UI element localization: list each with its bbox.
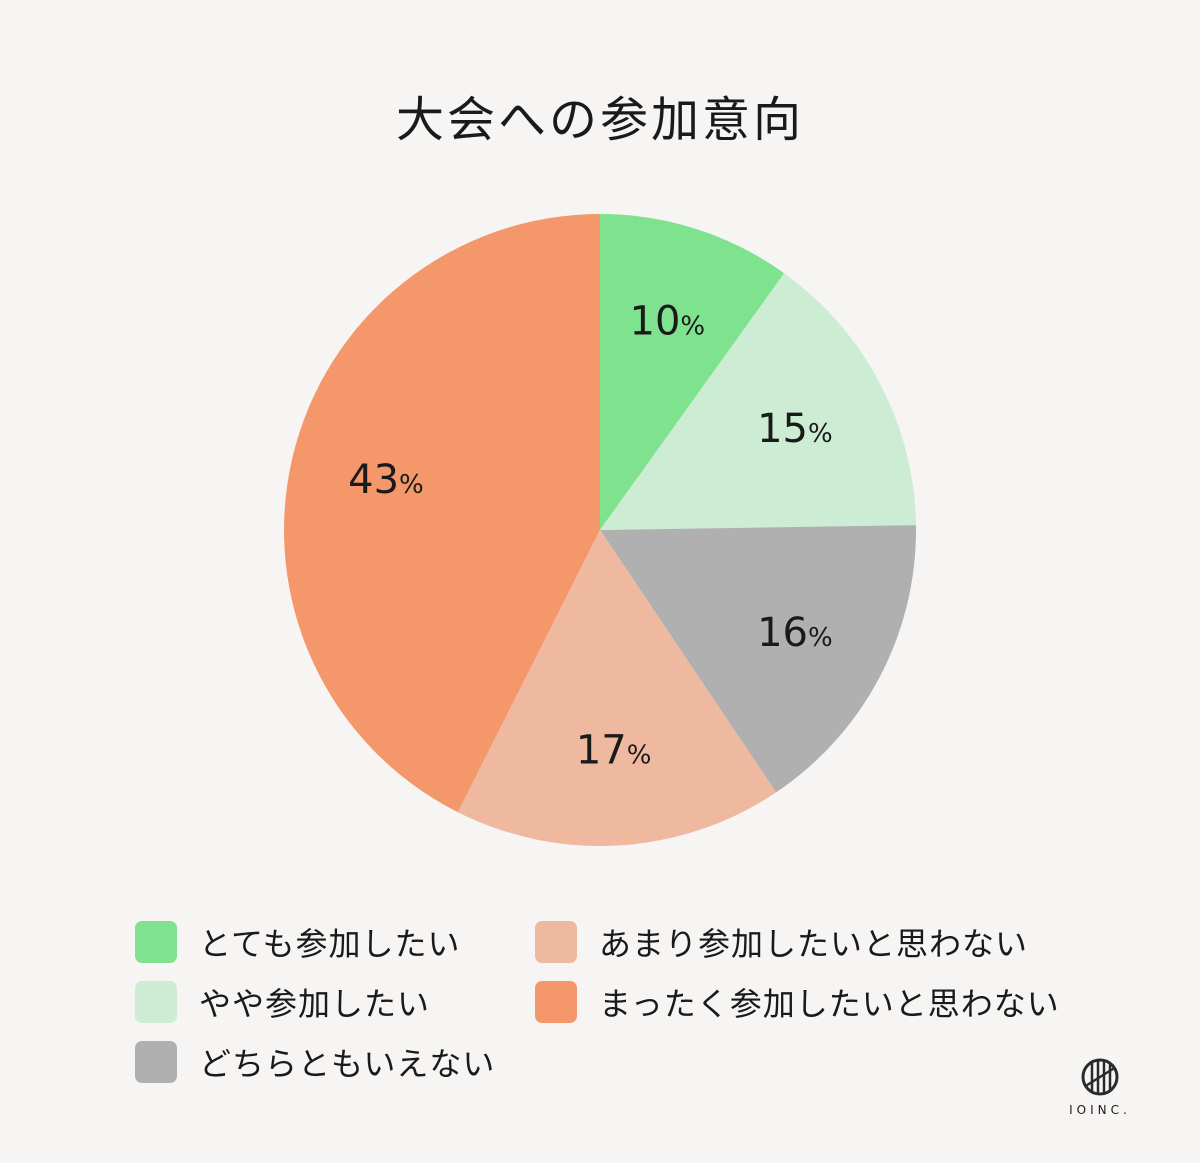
pie-data-label-3: 16%: [757, 610, 833, 656]
legend-swatch-4: [535, 921, 577, 963]
pie-data-label-2: 15%: [757, 406, 833, 452]
company-logo: IOINC.: [1060, 1057, 1140, 1117]
legend-label-1: とても参加したい: [199, 925, 461, 963]
legend-item-4: あまり参加したいと思わない: [535, 920, 1028, 964]
legend-item-1: とても参加したい: [135, 920, 460, 964]
legend-swatch-5: [535, 981, 577, 1023]
legend-swatch-1: [135, 921, 177, 963]
legend-label-3: どちらともいえない: [199, 1045, 496, 1083]
logo-text: IOINC.: [1069, 1103, 1131, 1117]
pie-data-label-4: 17%: [576, 728, 652, 774]
pie-data-label-1: 10%: [630, 299, 706, 345]
legend-label-4: あまり参加したいと思わない: [599, 925, 1029, 963]
pie-slice-3: [600, 525, 916, 793]
pie-slice-2: [600, 273, 916, 530]
pie-slice-4: [457, 530, 777, 847]
chart-title: 大会への参加意向: [395, 92, 804, 148]
legend-item-5: まったく参加したいと思わない: [535, 980, 1060, 1024]
pie-slice-1: [600, 214, 785, 530]
legend-item-3: どちらともいえない: [135, 1040, 495, 1084]
legend-swatch-3: [135, 1041, 177, 1083]
legend-swatch-2: [135, 981, 177, 1023]
pie-slice-5: [283, 214, 600, 813]
legend-label-5: まったく参加したいと思わない: [599, 985, 1060, 1023]
legend-item-2: やや参加したい: [135, 980, 430, 1024]
pie-data-label-5: 43%: [348, 457, 424, 503]
io-inc-logo-icon: [1081, 1058, 1119, 1096]
legend-label-2: やや参加したい: [199, 985, 431, 1023]
